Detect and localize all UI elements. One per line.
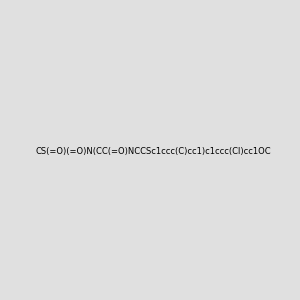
Text: CS(=O)(=O)N(CC(=O)NCCSc1ccc(C)cc1)c1ccc(Cl)cc1OC: CS(=O)(=O)N(CC(=O)NCCSc1ccc(C)cc1)c1ccc(… [36,147,272,156]
